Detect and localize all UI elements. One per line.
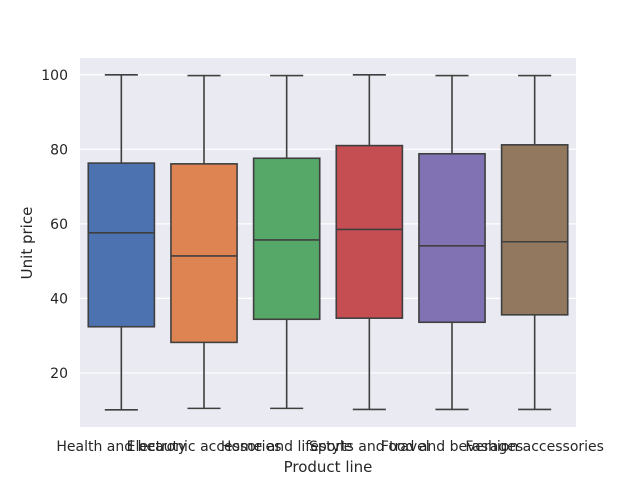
y-tick-label: 80	[50, 142, 68, 158]
box-group	[335, 73, 404, 411]
x-tick-label: Electronic accessories	[127, 439, 282, 455]
iqr-box	[418, 152, 486, 324]
plot-area	[80, 58, 576, 427]
iqr-box	[252, 157, 321, 321]
y-axis-ticks: 20 40 60 80 100	[41, 68, 68, 382]
boxes	[87, 73, 569, 411]
y-tick-label: 40	[50, 291, 68, 307]
y-tick-label: 60	[50, 217, 68, 233]
y-tick-label: 20	[50, 366, 68, 382]
box-group	[500, 74, 569, 411]
box-group	[170, 74, 238, 410]
iqr-box	[335, 144, 404, 319]
box-group	[418, 74, 486, 411]
iqr-box	[500, 144, 569, 316]
x-tick-label: Sports and travel	[309, 439, 430, 455]
box-group	[87, 73, 156, 411]
x-tick-label: Food and beverages	[381, 439, 523, 455]
x-tick-label: Health and beauty	[56, 439, 186, 455]
x-axis-label: Product line	[284, 458, 373, 476]
grid-lines	[80, 74, 576, 374]
iqr-box	[87, 162, 156, 328]
box-group	[252, 74, 321, 410]
x-tick-label: Home and lifestyle	[221, 439, 352, 455]
iqr-box	[170, 163, 238, 344]
y-axis-label: Unit price	[18, 207, 36, 280]
x-tick-label: Fashion accessories	[465, 439, 604, 455]
y-tick-label: 100	[41, 68, 68, 84]
